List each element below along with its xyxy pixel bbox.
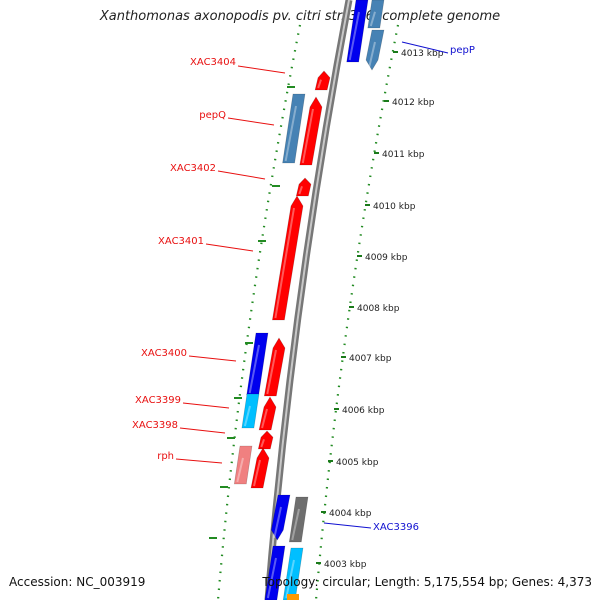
gene-label-leader — [323, 522, 372, 529]
accession-label: Accession: NC_003919 — [9, 575, 146, 589]
gene-arrow-pepP-shine — [368, 41, 376, 69]
gene-arrow-blue — [270, 494, 291, 541]
gene-arrow-steelblue-shine — [369, 11, 376, 27]
gene-arrow-cyan-shine — [285, 559, 295, 599]
gene-label: XAC3402 — [170, 163, 216, 174]
scale-label: 4009 kbp — [365, 253, 408, 263]
gene-label-leader — [179, 427, 226, 434]
gene-arrow-rph-shine — [253, 459, 261, 487]
scale-label: 4007 kbp — [349, 354, 392, 364]
gene-arrow-XAC3401 — [272, 195, 304, 321]
gene-arrow-XAC3402 — [295, 177, 312, 197]
scale-label: 4003 kbp — [324, 560, 367, 570]
gene-arrow-XAC3399 — [258, 396, 277, 431]
gene-arrow-XAC3399-shine — [261, 408, 268, 429]
gene-arrow-XAC3398 — [257, 430, 274, 450]
gene-arrow-XAC3400 — [263, 337, 286, 397]
gene-arrow-XAC3402-shine — [298, 185, 303, 195]
gene-label: XAC3401 — [158, 236, 204, 247]
gene-arrow-steelblue — [367, 0, 385, 29]
gene-arrow-cyan-shine — [243, 405, 251, 427]
gene-arrow-XAC3401-shine — [274, 207, 295, 319]
scale-label: 4004 kbp — [329, 509, 372, 519]
gene-arrow-blue-shine — [273, 506, 282, 539]
gene-arrow-XAC3396 — [288, 496, 309, 543]
gene-arrow-XAC3404-shine — [317, 79, 322, 89]
scale-label: 4008 kbp — [357, 304, 400, 314]
gene-arrow-XAC3398-shine — [260, 438, 265, 448]
scale-label: 4013 kbp — [401, 49, 444, 59]
gene-arrow-blue-shine — [266, 557, 277, 599]
gene-label-leader — [227, 117, 275, 126]
topology-label: Topology: circular; Length: 5,175,554 bp… — [262, 575, 592, 589]
gene-arrow-blue — [264, 545, 286, 600]
scale-label: 4006 kbp — [342, 406, 385, 416]
gene-label: rph — [157, 451, 174, 462]
gene-arrow-pink-shine — [236, 457, 244, 483]
gene-label-leader — [205, 243, 254, 252]
gene-label-leader — [401, 41, 449, 54]
gene-arrow-pepP — [365, 29, 385, 71]
gene-arrow-XAC3396-shine — [291, 508, 300, 541]
gene-label: pepQ — [199, 110, 226, 121]
gc-ring-inner — [216, 24, 302, 600]
genome-title: Xanthomonas axonopodis pv. citri str. 30… — [99, 9, 501, 24]
gene-label-leader — [237, 65, 286, 74]
gene-arrow-rph — [250, 447, 270, 489]
gene-label-leader — [217, 170, 266, 180]
gene-label-leader — [188, 355, 237, 362]
gene-arrow-XAC3404 — [314, 70, 331, 91]
gene-label: XAC3404 — [190, 57, 236, 68]
scale-label: 4012 kbp — [392, 98, 435, 108]
gene-label: XAC3398 — [132, 420, 178, 431]
gene-arrow-orange — [287, 594, 299, 600]
gene-label-leader — [175, 458, 223, 464]
gene-arrow-cyan — [241, 393, 260, 429]
scale-label: 4010 kbp — [373, 202, 416, 212]
gene-label-leader — [182, 402, 230, 409]
gene-label: XAC3400 — [141, 348, 187, 359]
gene-arrow-XAC3400-shine — [266, 349, 277, 395]
gene-label: pepP — [450, 45, 475, 56]
gene-arrow-pink — [233, 445, 253, 485]
gene-arrow-pepQ — [299, 96, 323, 166]
gene-arrow-blue-shine — [248, 344, 260, 394]
gc-ring-outer — [314, 24, 400, 600]
scale-label: 4005 kbp — [336, 458, 379, 468]
gene-arrow-blue — [346, 0, 369, 63]
gene-arrow-cyan — [282, 547, 304, 600]
gene-arrow-steelblue — [282, 93, 306, 164]
scale-label: 4011 kbp — [382, 150, 425, 160]
gene-label: XAC3396 — [373, 522, 419, 533]
gene-arrow-blue-shine — [348, 11, 360, 61]
gene-arrow-pepQ-shine — [301, 108, 314, 164]
gene-arrow-steelblue-shine — [284, 105, 297, 162]
gene-label: XAC3399 — [135, 395, 181, 406]
